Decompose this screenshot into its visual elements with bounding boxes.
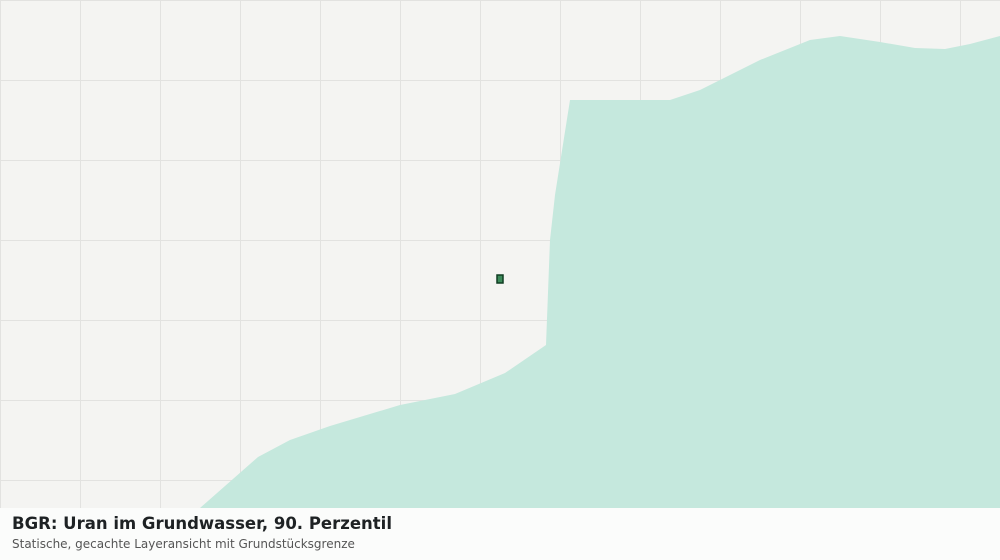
map: [0, 0, 1000, 508]
uranium-area: [200, 36, 1000, 508]
title: BGR: Uran im Grundwasser, 90. Perzentil: [12, 514, 392, 533]
footer: BGR: Uran im Grundwasser, 90. Perzentil …: [0, 508, 1000, 560]
parcel-boundary: [496, 274, 504, 284]
subtitle: Statische, gecachte Layeransicht mit Gru…: [12, 537, 355, 551]
